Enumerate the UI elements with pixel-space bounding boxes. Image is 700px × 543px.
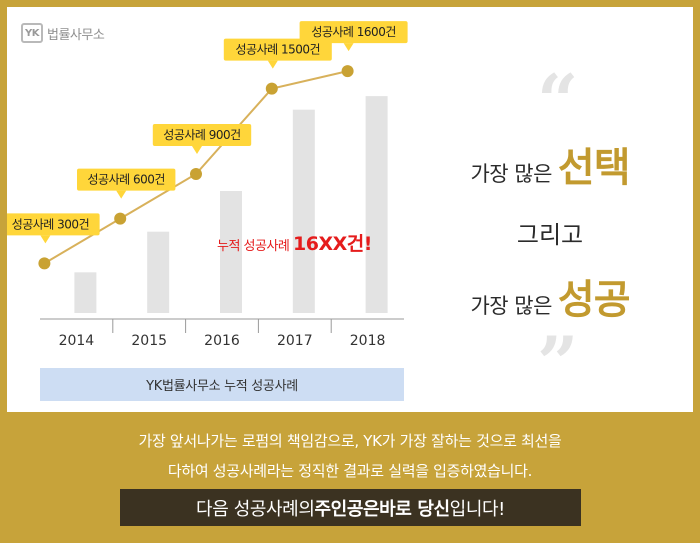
data-label-2014: 성공사례 300건 xyxy=(12,217,89,231)
close-quote-icon: ” xyxy=(537,320,579,405)
cta-post: 입니다! xyxy=(449,498,506,520)
data-point-2015 xyxy=(114,212,127,225)
success-chart: 2014 2015 2016 2017 2018 성공사례 300건 성공사례 600건 성공… xyxy=(7,21,408,349)
footer-line-2: 다하여 성공사례라는 정직한 결과로 실력을 입증하였습니다. xyxy=(167,462,533,480)
logo-mark: YK xyxy=(21,23,43,43)
tagline-line3-big: 성공 xyxy=(557,277,631,323)
x-tick-2018: 2018 xyxy=(350,333,386,349)
label-bubble-2014 xyxy=(7,213,100,236)
footer-line-1: 가장 앞서나가는 로펌의 책임감으로, YK가 가장 잘하는 것으로 최선을 xyxy=(138,432,562,450)
label-pointer-2015 xyxy=(116,190,127,199)
label-pointer-2017 xyxy=(267,60,278,69)
bar-2018 xyxy=(365,96,388,313)
x-tick-2017: 2017 xyxy=(277,333,313,349)
data-label-2016: 성공사례 900건 xyxy=(163,128,240,142)
data-label-2017: 성공사례 1500건 xyxy=(236,43,321,57)
data-label-2015: 성공사례 600건 xyxy=(87,173,164,187)
logo: YK 법률사무소 xyxy=(21,23,105,43)
logo-name: 법률사무소 xyxy=(47,27,105,43)
label-bubble-2015 xyxy=(77,168,176,191)
open-quote-icon: “ xyxy=(537,58,579,143)
label-pointer-2014 xyxy=(40,235,51,244)
label-bubble-2017 xyxy=(223,38,332,61)
footer-text: 가장 앞서나가는 로펌의 책임감으로, YK가 가장 잘하는 것으로 최선을 다… xyxy=(0,426,700,486)
bar-2017 xyxy=(292,109,315,314)
tagline-line1-big: 선택 xyxy=(557,145,631,191)
chart-caption: YK법률사무소 누적 성공사례 xyxy=(40,368,404,401)
tagline-line-1: 가장 많은 선택 xyxy=(425,135,675,193)
cta-banner: 다음 성공사례의 주인공은 바로 당신 입니다! xyxy=(120,489,581,526)
label-bubble-2016 xyxy=(152,124,252,146)
bar-2014 xyxy=(74,272,97,313)
tagline-line-2: 그리고 xyxy=(516,221,584,249)
data-label-2018: 성공사례 1600건 xyxy=(311,25,396,39)
cta-bold-2: 바로 당신 xyxy=(379,498,450,520)
cta-pre: 다음 성공사례의 xyxy=(196,498,315,520)
label-bubble-2018 xyxy=(299,21,408,44)
cta-bold-1: 주인공은 xyxy=(314,498,380,520)
x-tick-2015: 2015 xyxy=(131,333,167,349)
tagline-line-3: 가장 많은 성공 xyxy=(425,267,675,325)
annotation-value: 16XX건! xyxy=(293,233,372,255)
annotation-prefix: 누적 성공사례 xyxy=(217,239,293,254)
data-point-2017 xyxy=(265,82,278,95)
tagline-block: “ 가장 많은 선택 그리고 가장 많은 성공 ” xyxy=(425,58,675,399)
tagline-line3-small: 가장 많은 xyxy=(470,294,552,318)
tagline-line1-small: 가장 많은 xyxy=(470,162,552,186)
data-point-2018 xyxy=(341,65,354,78)
x-tick-2014: 2014 xyxy=(59,333,95,349)
main-card: YK 법률사무소 2014 2015 2016 2017 2018 성공사례 300건 성공… xyxy=(7,7,693,412)
label-pointer-2018 xyxy=(343,43,354,52)
bar-2015 xyxy=(147,231,170,313)
data-point-2016 xyxy=(190,168,202,180)
label-pointer-2016 xyxy=(192,146,202,154)
cumulative-annotation: 누적 성공사례 16XX건! xyxy=(217,233,372,255)
data-point-2014 xyxy=(38,257,51,270)
x-tick-2016: 2016 xyxy=(204,333,240,349)
bar-2016 xyxy=(220,191,242,313)
